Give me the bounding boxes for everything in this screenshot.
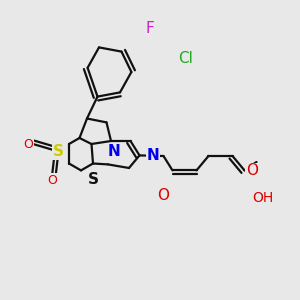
- Text: N: N: [147, 148, 159, 164]
- Text: N: N: [108, 144, 120, 159]
- Text: O: O: [246, 164, 258, 178]
- Text: S: S: [53, 144, 64, 159]
- Text: F: F: [146, 21, 154, 36]
- Text: S: S: [88, 172, 98, 188]
- Text: Cl: Cl: [178, 51, 194, 66]
- Text: OH: OH: [252, 191, 273, 205]
- Text: O: O: [24, 137, 33, 151]
- Text: O: O: [48, 173, 57, 187]
- Text: O: O: [158, 188, 169, 202]
